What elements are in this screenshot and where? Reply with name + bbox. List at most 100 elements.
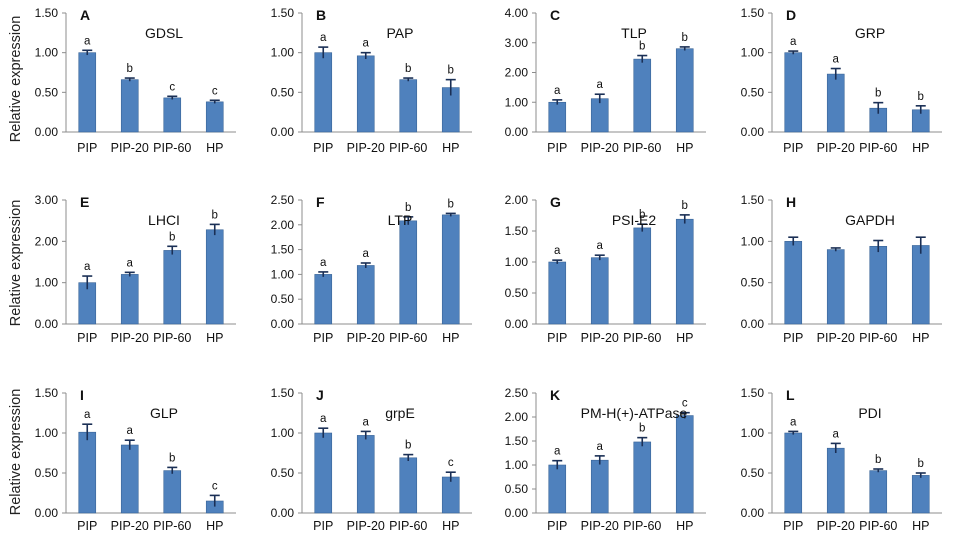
panel-j-ytick-label-3: 1.50	[271, 386, 295, 400]
panel-f-xtick-0: PIP	[313, 331, 333, 345]
panel-k-bar-hp	[675, 415, 694, 514]
panel-a-sig-1: b	[127, 63, 133, 75]
panel-h-ytick-label-1: 0.50	[741, 276, 765, 290]
panel-j-xtick-0: PIP	[313, 519, 333, 533]
panel-d-bar-pip	[784, 52, 803, 133]
panel-e-bar-pip-20	[120, 274, 139, 325]
panel-l-bar-hp	[911, 475, 930, 514]
panel-b-bar-pip-60	[399, 79, 418, 133]
panel-j-sig-1: a	[363, 416, 370, 428]
panel-j-sig-0: a	[320, 413, 327, 425]
panel-c-bar-hp	[675, 48, 694, 133]
panel-c-ytick-label-0: 0.00	[505, 125, 529, 139]
panel-b-sig-0: a	[320, 32, 327, 44]
panel-a-letter: A	[80, 7, 90, 23]
panel-j-xtick-3: HP	[442, 519, 459, 533]
panel-j-sig-3: c	[448, 457, 454, 469]
panel-c-bar-pip	[548, 101, 567, 133]
panel-l-xtick-1: PIP-20	[817, 519, 855, 533]
panel-k-ytick-label-5: 2.50	[505, 386, 529, 400]
panel-k-sig-1: a	[597, 441, 604, 453]
panel-f-title: LTP	[388, 212, 413, 228]
panel-l-sig-3: b	[918, 458, 924, 470]
panel-e-bar-pip-60	[163, 250, 182, 325]
panel-c-sig-1: a	[597, 79, 604, 91]
panel-a-xtick-3: HP	[206, 141, 223, 155]
panel-j-xtick-1: PIP-20	[347, 519, 385, 533]
panel-a-ytick-label-1: 0.50	[35, 85, 59, 99]
panel-l-bar-pip-20	[826, 447, 845, 514]
panel-f-xtick-3: HP	[442, 331, 459, 345]
panel-g-bar-pip	[548, 261, 567, 325]
panel-a-xtick-2: PIP-60	[153, 141, 191, 155]
panel-a-xtick-0: PIP	[77, 141, 97, 155]
panel-e-ytick-label-1: 1.00	[35, 276, 59, 290]
panel-f-sig-3: b	[448, 198, 454, 210]
panel-k-title: PM-H(+)-ATPase	[581, 405, 688, 421]
panel-h-bar-pip	[784, 241, 803, 325]
panel-i-sig-3: c	[212, 480, 218, 492]
panel-i-ytick-label-2: 1.00	[35, 426, 59, 440]
panel-c-xtick-0: PIP	[547, 141, 567, 155]
panel-d-ytick-label-0: 0.00	[741, 125, 765, 139]
panel-d-xtick-1: PIP-20	[817, 141, 855, 155]
panel-g: 0.00 0.50 1.00 1.50 2.00 a PIP a PIP-20 b PIP-60 b H…	[505, 193, 706, 345]
panel-d-sig-3: b	[918, 91, 924, 103]
panel-g-ytick-label-4: 2.00	[505, 193, 529, 207]
panel-e-xtick-2: PIP-60	[153, 331, 191, 345]
panel-i-ytick-label-0: 0.00	[35, 506, 59, 520]
panel-h-xtick-1: PIP-20	[817, 331, 855, 345]
panel-d-xtick-0: PIP	[783, 141, 803, 155]
panel-a-bar-pip	[78, 52, 97, 133]
panel-a-ytick-label-0: 0.00	[35, 125, 59, 139]
panel-e-letter: E	[80, 194, 89, 210]
panel-l-ytick-label-2: 1.00	[741, 426, 765, 440]
panel-g-sig-1: a	[597, 240, 604, 252]
panel-b-bar-pip-20	[356, 55, 375, 133]
panel-b-letter: B	[316, 7, 326, 23]
panel-i-xtick-0: PIP	[77, 519, 97, 533]
panel-b-sig-1: a	[363, 38, 370, 50]
ylabel-row-3-text: Relative expression	[8, 389, 24, 516]
panel-f-bar-pip-60	[399, 220, 418, 325]
panel-a-bar-pip-20	[120, 79, 139, 133]
panel-f-sig-0: a	[320, 257, 327, 269]
panel-f-ytick-label-1: 0.50	[271, 292, 295, 306]
panel-c-xtick-1: PIP-20	[581, 141, 619, 155]
panel-e-title: LHCI	[148, 212, 180, 228]
panel-g-title: PSI-E2	[612, 212, 657, 228]
panel-h-ytick-label-2: 1.00	[741, 234, 765, 248]
panel-f-sig-1: a	[363, 248, 370, 260]
panel-d-ytick-label-1: 0.50	[741, 85, 765, 99]
panel-c-xtick-3: HP	[676, 141, 693, 155]
panel-b: 0.00 0.50 1.00 1.50 a PIP a PIP-20 b PIP-60 b HP B PA…	[271, 6, 472, 155]
panel-e-ytick-label-0: 0.00	[35, 317, 59, 331]
panel-j-xtick-2: PIP-60	[389, 519, 427, 533]
panel-e-sig-0: a	[84, 261, 91, 273]
panel-c-bar-pip-20	[590, 98, 609, 133]
panel-l-xtick-3: HP	[912, 519, 929, 533]
panel-d-sig-0: a	[790, 36, 797, 48]
panel-l-title: PDI	[858, 405, 881, 421]
panel-b-ytick-label-1: 0.50	[271, 85, 295, 99]
panel-i-xtick-3: HP	[206, 519, 223, 533]
panel-g-sig-3: b	[682, 200, 688, 212]
panel-l-sig-0: a	[790, 416, 797, 428]
panel-j-title: grpE	[385, 405, 415, 421]
panel-d-ytick-label-2: 1.00	[741, 46, 765, 60]
panel-i-ytick-label-3: 1.50	[35, 386, 59, 400]
panel-k-ytick-label-3: 1.50	[505, 434, 529, 448]
panel-g-bar-hp	[675, 218, 694, 325]
panel-j-ytick-label-2: 1.00	[271, 426, 295, 440]
panel-l-ytick-label-3: 1.50	[741, 386, 765, 400]
panel-f-ytick-label-3: 1.50	[271, 243, 295, 257]
panel-c-ytick-label-1: 1.00	[505, 95, 529, 109]
ylabel-row-3: Relative expression	[8, 389, 24, 516]
panel-f-letter: F	[316, 194, 325, 210]
panel-e-sig-1: a	[127, 257, 134, 269]
panel-i-letter: I	[80, 387, 84, 403]
panel-l: 0.00 0.50 1.00 1.50 a PIP a PIP-20 b PIP-60 b HP L PD…	[741, 386, 942, 533]
panel-a-sig-0: a	[84, 35, 91, 47]
panel-j-bar-pip-20	[356, 435, 375, 514]
panel-j-ytick-label-0: 0.00	[271, 506, 295, 520]
